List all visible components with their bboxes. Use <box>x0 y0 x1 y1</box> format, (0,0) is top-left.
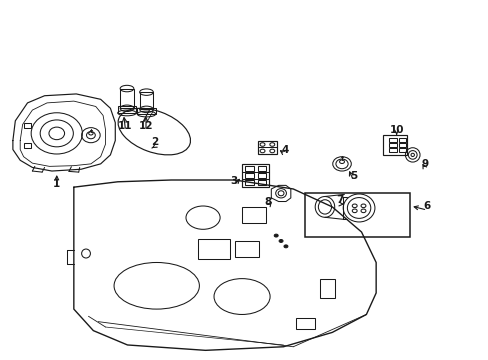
Bar <box>242 207 266 223</box>
Ellipse shape <box>274 234 278 237</box>
Bar <box>383 135 406 155</box>
Bar <box>257 180 266 185</box>
Bar <box>257 140 277 154</box>
Bar <box>398 143 405 147</box>
Ellipse shape <box>284 245 287 248</box>
Bar <box>118 107 136 113</box>
Text: 6: 6 <box>423 201 430 211</box>
Text: 2: 2 <box>150 138 158 147</box>
Bar <box>245 180 254 185</box>
Bar <box>234 241 259 257</box>
Bar <box>320 279 334 298</box>
Text: 1: 1 <box>53 179 61 189</box>
Text: 7: 7 <box>335 195 343 205</box>
Text: 4: 4 <box>281 144 288 154</box>
Bar <box>242 164 268 187</box>
Bar <box>388 138 396 141</box>
Bar <box>140 92 153 109</box>
Bar <box>245 166 254 171</box>
Bar <box>198 239 229 259</box>
Text: 5: 5 <box>349 171 357 181</box>
Text: 8: 8 <box>264 197 271 207</box>
Bar <box>388 148 396 152</box>
Bar <box>245 173 254 178</box>
Bar <box>24 123 31 128</box>
Text: 3: 3 <box>230 176 237 186</box>
Bar <box>295 318 315 329</box>
Ellipse shape <box>279 239 283 242</box>
Bar <box>120 89 134 108</box>
Bar <box>398 148 405 152</box>
Bar <box>388 143 396 147</box>
Bar <box>257 166 266 171</box>
Bar <box>398 138 405 141</box>
Text: 9: 9 <box>421 159 427 169</box>
Bar <box>305 193 409 237</box>
Bar <box>257 173 266 178</box>
Text: 11: 11 <box>118 121 133 131</box>
Bar <box>137 108 156 114</box>
Text: 12: 12 <box>139 121 153 131</box>
Bar <box>24 143 31 148</box>
Text: 10: 10 <box>388 125 403 135</box>
